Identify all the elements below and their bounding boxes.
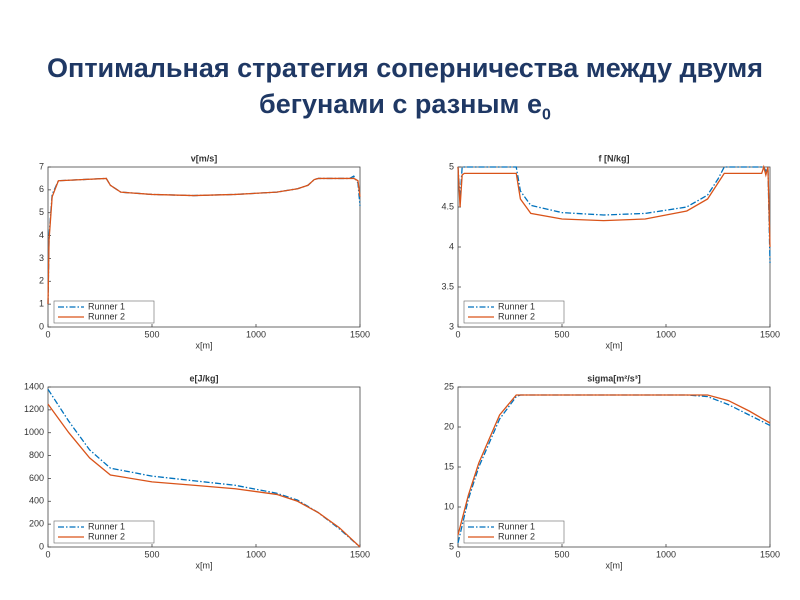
y-tick-label: 400 bbox=[29, 496, 44, 506]
series-line bbox=[47, 403, 361, 548]
x-axis-label: x[m] bbox=[196, 340, 213, 350]
y-tick-label: 15 bbox=[444, 461, 454, 471]
title-subscript: 0 bbox=[542, 106, 551, 124]
x-tick-label: 0 bbox=[455, 329, 460, 339]
y-tick-label: 800 bbox=[29, 450, 44, 460]
series-line bbox=[47, 177, 361, 305]
y-tick-label: 1000 bbox=[24, 427, 44, 437]
legend-label: Runner 2 bbox=[498, 311, 535, 321]
x-tick-label: 0 bbox=[45, 549, 50, 559]
y-tick-label: 4 bbox=[449, 241, 454, 251]
y-tick-label: 10 bbox=[444, 501, 454, 511]
x-tick-label: 500 bbox=[554, 329, 569, 339]
x-axis-label: x[m] bbox=[606, 560, 623, 570]
y-tick-label: 5 bbox=[449, 541, 454, 551]
x-tick-label: 500 bbox=[144, 329, 159, 339]
y-tick-label: 0 bbox=[39, 541, 44, 551]
legend-label: Runner 1 bbox=[498, 521, 535, 531]
x-tick-label: 1000 bbox=[246, 329, 266, 339]
x-axis-label: x[m] bbox=[196, 560, 213, 570]
axes-box bbox=[47, 166, 361, 328]
chart-title: f [N/kg] bbox=[599, 153, 630, 163]
y-tick-label: 7 bbox=[39, 161, 44, 171]
series-line bbox=[457, 166, 771, 264]
x-tick-label: 1500 bbox=[760, 329, 780, 339]
x-tick-label: 1000 bbox=[656, 549, 676, 559]
axes-box bbox=[457, 386, 771, 548]
y-tick-label: 2 bbox=[39, 276, 44, 286]
series-line bbox=[457, 394, 771, 536]
y-tick-label: 20 bbox=[444, 421, 454, 431]
x-tick-label: 1500 bbox=[350, 329, 370, 339]
y-tick-label: 3.5 bbox=[441, 281, 454, 291]
y-tick-label: 6 bbox=[39, 184, 44, 194]
legend-label: Runner 2 bbox=[88, 311, 125, 321]
slide-title: Оптимальная стратегия соперничества межд… bbox=[35, 50, 775, 133]
title-text: Оптимальная стратегия соперничества межд… bbox=[47, 53, 763, 119]
y-tick-label: 0 bbox=[39, 321, 44, 331]
y-tick-label: 200 bbox=[29, 519, 44, 529]
chart-title: e[J/kg] bbox=[189, 373, 218, 383]
x-axis-label: x[m] bbox=[606, 340, 623, 350]
x-tick-label: 0 bbox=[455, 549, 460, 559]
series-line bbox=[457, 164, 771, 248]
x-tick-label: 1500 bbox=[350, 549, 370, 559]
x-tick-label: 0 bbox=[45, 329, 50, 339]
x-tick-label: 500 bbox=[144, 549, 159, 559]
y-tick-label: 4 bbox=[39, 230, 44, 240]
legend-label: Runner 2 bbox=[498, 531, 535, 541]
chart-title: v[m/s] bbox=[191, 153, 218, 163]
y-tick-label: 600 bbox=[29, 473, 44, 483]
legend-label: Runner 1 bbox=[498, 301, 535, 311]
y-tick-label: 4.5 bbox=[441, 201, 454, 211]
y-tick-label: 3 bbox=[39, 253, 44, 263]
x-tick-label: 1000 bbox=[656, 329, 676, 339]
y-tick-label: 1400 bbox=[24, 381, 44, 391]
x-tick-label: 1500 bbox=[760, 549, 780, 559]
y-tick-label: 1 bbox=[39, 299, 44, 309]
x-tick-label: 1000 bbox=[246, 549, 266, 559]
legend-label: Runner 2 bbox=[88, 531, 125, 541]
y-tick-label: 5 bbox=[39, 207, 44, 217]
y-tick-label: 3 bbox=[449, 321, 454, 331]
y-tick-label: 1200 bbox=[24, 404, 44, 414]
legend-label: Runner 1 bbox=[88, 301, 125, 311]
axes-box bbox=[457, 166, 771, 328]
legend-label: Runner 1 bbox=[88, 521, 125, 531]
x-tick-label: 500 bbox=[554, 549, 569, 559]
y-tick-label: 25 bbox=[444, 381, 454, 391]
chart-title: sigma[m²/s³] bbox=[587, 373, 641, 383]
y-tick-label: 5 bbox=[449, 161, 454, 171]
